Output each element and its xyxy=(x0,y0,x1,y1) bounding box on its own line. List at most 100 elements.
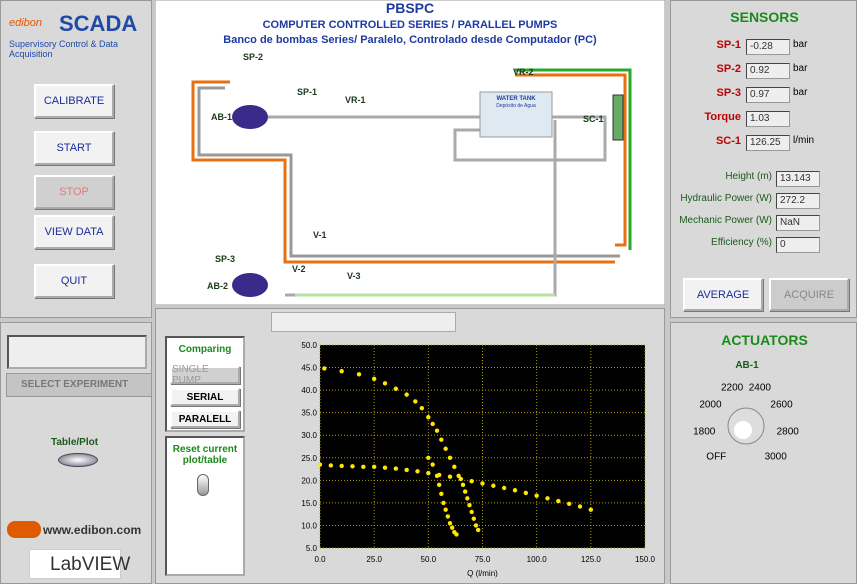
diagram-label: V-1 xyxy=(313,230,327,240)
button[interactable]: STOP xyxy=(34,175,114,209)
scatter-plot: 0.0 25.0 50.0 75.0 100.0 125.0 150.0 5.0 10.0 15.… xyxy=(301,341,655,578)
option[interactable]: PARALELL xyxy=(170,410,240,428)
sensor-value: 1.03 xyxy=(746,111,790,127)
sensors-panel: SENSORS SP-1 -0.28 bar SP-2 0.92 bar SP-3 0.97 b… xyxy=(670,0,857,318)
data-point xyxy=(339,463,344,469)
x-axis-label: Q (l/min) xyxy=(467,569,498,578)
y-tick-label: 45.0 xyxy=(301,364,317,373)
sensor-value: 0.97 xyxy=(746,87,790,103)
button[interactable]: ACQUIRE xyxy=(769,278,849,311)
computed-value: NaN xyxy=(776,215,820,231)
data-point xyxy=(469,479,474,484)
dial-label: 2600 xyxy=(770,400,793,411)
data-point xyxy=(439,437,444,442)
data-point xyxy=(462,489,468,494)
computed-value: 13.143 xyxy=(776,171,820,187)
data-point xyxy=(491,483,496,488)
button[interactable]: AVERAGE xyxy=(683,278,763,311)
data-point xyxy=(393,466,399,471)
sensor-unit: bar xyxy=(793,87,808,98)
data-point xyxy=(404,467,409,473)
dial-label: 3000 xyxy=(765,452,788,463)
dial-label: 2400 xyxy=(749,382,772,393)
data-point xyxy=(445,514,451,519)
reset-panel: Reset current plot/table xyxy=(165,436,245,576)
data-point xyxy=(426,414,431,420)
x-tick-label: 100.0 xyxy=(527,555,548,564)
subtitle-es: Banco de bombas Series/ Paralelo, Contro… xyxy=(223,34,597,46)
sensor-label: SC-1 xyxy=(715,135,741,147)
tank-label-es: Depósito de Agua xyxy=(496,103,536,109)
data-point xyxy=(588,507,594,512)
select-experiment[interactable]: SELECT EXPERIMENT xyxy=(6,373,152,397)
data-point xyxy=(534,493,539,498)
data-point xyxy=(460,482,466,488)
diagram-label: VR-1 xyxy=(345,95,366,105)
website: www.edibon.com xyxy=(43,523,142,537)
data-point xyxy=(452,464,457,469)
data-point xyxy=(469,509,474,515)
left-lower-panel: SELECT EXPERIMENT Table/Plot www.edibon.… xyxy=(0,322,152,584)
title: PBSPC xyxy=(386,0,434,16)
diagram: PBSPC COMPUTER CONTROLLED SERIES / PARAL… xyxy=(155,0,665,305)
sensor-unit: bar xyxy=(793,39,808,50)
legend-checkboxes[interactable] xyxy=(271,312,456,332)
diagram-label: SC-1 xyxy=(583,114,604,124)
data-point xyxy=(317,462,323,467)
button[interactable]: VIEW DATA xyxy=(34,215,114,249)
button[interactable]: START xyxy=(34,131,114,165)
option[interactable]: SERIAL xyxy=(170,388,240,406)
y-tick-label: 20.0 xyxy=(301,476,317,485)
data-point xyxy=(415,469,420,474)
computed-label: Mechanic Power (W) xyxy=(679,215,772,226)
actuators-title: ACTUATORS xyxy=(721,332,808,348)
computed-label: Height (m) xyxy=(725,171,772,182)
sensor-label: SP-1 xyxy=(716,39,741,51)
sensors-title: SENSORS xyxy=(730,9,799,25)
data-point xyxy=(467,502,472,508)
data-point xyxy=(356,372,362,377)
option[interactable]: SINGLE PUMP xyxy=(170,364,240,386)
computed-value: 272.2 xyxy=(776,193,820,209)
actuators-panel: ACTUATORS AB-1 OFF 1800 2000 2200 2400 2600 28… xyxy=(670,322,857,584)
data-point xyxy=(328,463,334,468)
sensor-label: Torque xyxy=(704,111,741,123)
data-point xyxy=(339,368,344,374)
tank-label: WATER TANK xyxy=(496,96,536,102)
sensor-value: -0.28 xyxy=(746,39,790,55)
button[interactable]: CALIBRATE xyxy=(34,84,114,118)
computed-label: Efficiency (%) xyxy=(711,237,772,248)
comparing-title: Comparing xyxy=(178,344,232,355)
data-point xyxy=(566,501,572,506)
x-tick-label: 0.0 xyxy=(314,555,326,564)
logo: edibon xyxy=(9,17,43,29)
diagram-label: V-3 xyxy=(347,271,361,281)
dial-label: 2000 xyxy=(699,400,722,411)
diagram-label: AB-1 xyxy=(211,112,232,122)
data-point xyxy=(556,498,561,504)
sensor-unit: bar xyxy=(793,63,808,74)
sensor-label: SP-2 xyxy=(716,63,741,75)
diagram-label: V-2 xyxy=(292,264,306,274)
sensor-value: 126.25 xyxy=(746,135,790,151)
toggle[interactable] xyxy=(58,453,98,467)
data-point xyxy=(371,464,377,469)
diagram-label: AB-2 xyxy=(207,281,228,291)
data-point xyxy=(371,376,377,382)
y-tick-label: 35.0 xyxy=(301,409,317,418)
dial-label: 2800 xyxy=(777,427,800,438)
data-point xyxy=(413,399,418,404)
data-point xyxy=(426,470,431,476)
text-field[interactable] xyxy=(7,335,147,369)
dial-label: 1800 xyxy=(693,427,716,438)
data-point xyxy=(439,491,444,497)
button[interactable]: QUIT xyxy=(34,264,114,298)
x-tick-label: 75.0 xyxy=(475,555,491,564)
data-point xyxy=(545,496,550,501)
data-point xyxy=(447,474,453,479)
y-tick-label: 5.0 xyxy=(306,544,318,553)
dial[interactable]: AB-1 OFF 1800 2000 2200 2400 2600 2800 3000 xyxy=(671,353,857,473)
reset-switch[interactable] xyxy=(197,474,209,496)
sensor-value: 0.92 xyxy=(746,63,790,79)
toggle-label: Table/Plot xyxy=(51,437,99,448)
